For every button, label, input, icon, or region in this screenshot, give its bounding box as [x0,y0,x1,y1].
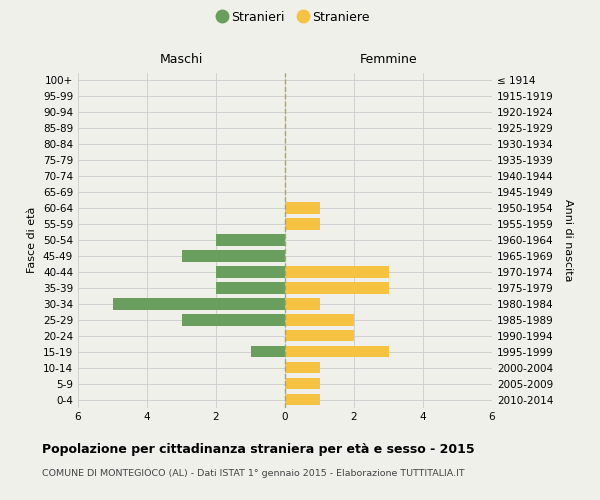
Y-axis label: Fasce di età: Fasce di età [28,207,37,273]
Bar [285,218,320,230]
Text: Maschi: Maschi [160,53,203,66]
Bar [216,282,285,294]
Text: Popolazione per cittadinanza straniera per età e sesso - 2015: Popolazione per cittadinanza straniera p… [42,442,475,456]
Y-axis label: Anni di nascita: Anni di nascita [563,198,573,281]
Bar [285,202,320,214]
Bar [113,298,285,310]
Bar [285,298,320,310]
Bar [182,314,285,326]
Bar [251,346,285,358]
Bar [216,266,285,278]
Bar [285,346,389,358]
Bar [285,394,320,406]
Legend: Stranieri, Straniere: Stranieri, Straniere [214,6,374,29]
Bar [216,234,285,246]
Text: COMUNE DI MONTEGIOCO (AL) - Dati ISTAT 1° gennaio 2015 - Elaborazione TUTTITALIA: COMUNE DI MONTEGIOCO (AL) - Dati ISTAT 1… [42,469,464,478]
Bar [285,314,354,326]
Bar [285,362,320,374]
Bar [285,282,389,294]
Bar [285,266,389,278]
Bar [285,330,354,342]
Bar [285,378,320,390]
Bar [182,250,285,262]
Text: Femmine: Femmine [359,53,418,66]
